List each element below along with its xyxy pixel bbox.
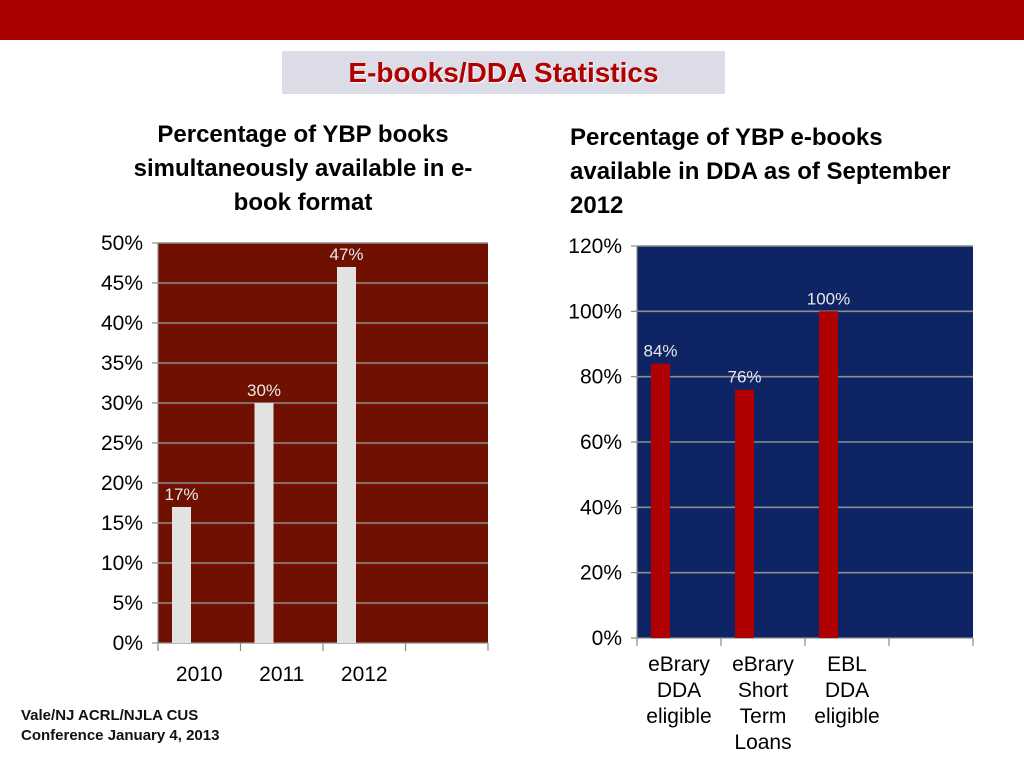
chart2-y-tick-label: 60% (580, 431, 622, 454)
chart2-x-tick-label: eBrary (732, 653, 794, 676)
chart2-x-tick-label: Loans (734, 731, 791, 754)
chart1-x-tick-label: 2012 (341, 663, 388, 686)
page-title: E-books/DDA Statistics (348, 57, 659, 88)
chart2-data-label: 76% (727, 368, 761, 387)
chart1-y-tick-label: 40% (101, 312, 143, 335)
chart1-y-tick-label: 50% (101, 232, 143, 255)
chart2-bar (735, 389, 754, 638)
chart2-data-label: 100% (807, 289, 850, 308)
title-box: E-books/DDA Statistics (282, 51, 725, 94)
chart2-y-tick-label: 80% (580, 366, 622, 389)
chart2-bar (819, 311, 838, 638)
chart2-x-tick-label: Short (738, 679, 788, 702)
chart2-y-tick-label: 20% (580, 562, 622, 585)
chart1-bar (254, 403, 274, 643)
chart1-x-tick-label: 2010 (176, 663, 223, 686)
chart1-y-tick-label: 35% (101, 352, 143, 375)
chart1-bar (172, 507, 191, 643)
chart1-data-label: 17% (164, 485, 198, 504)
chart1-y-tick-label: 15% (101, 512, 143, 535)
top-banner (0, 0, 1024, 40)
footer-line-1: Vale/NJ ACRL/NJLA CUS (21, 707, 199, 724)
chart2-bar (651, 363, 670, 638)
chart2-x-tick-label: eBrary (648, 653, 710, 676)
chart2-x-tick-label: eligible (814, 705, 879, 728)
chart1-data-label: 47% (329, 245, 363, 264)
chart2-y-tick-label: 0% (592, 627, 622, 650)
chart1-title: Percentage of YBP books simultaneously a… (133, 121, 473, 216)
chart1-x-tick-label: 2011 (259, 663, 304, 686)
chart2-y-tick-label: 40% (580, 496, 622, 519)
chart2-x-tick-label: eligible (646, 705, 711, 728)
chart1-y-tick-label: 20% (101, 472, 143, 495)
chart1-data-label: 30% (247, 381, 281, 400)
chart2-y-tick-label: 120% (568, 235, 622, 258)
footer: Vale/NJ ACRL/NJLA CUS Conference January… (21, 706, 219, 746)
chart2-title: Percentage of YBP e-books available in D… (570, 124, 951, 219)
chart2-x-tick-label: Term (740, 705, 787, 728)
chart2-x-tick-label: DDA (825, 679, 869, 702)
chart1-y-tick-label: 5% (113, 592, 143, 615)
chart1-y-tick-label: 0% (113, 632, 143, 655)
chart1-y-tick-label: 30% (101, 392, 143, 415)
chart2-y-tick-label: 100% (568, 300, 622, 323)
chart1-y-tick-label: 25% (101, 432, 143, 455)
chart2-x-tick-label: DDA (657, 679, 701, 702)
chart1-bar (337, 267, 356, 643)
chart1-y-tick-label: 10% (101, 552, 143, 575)
chart1-y-tick-label: 45% (101, 272, 143, 295)
chart2-x-tick-label: EBL (827, 653, 867, 676)
chart2-data-label: 84% (643, 342, 677, 361)
footer-line-2: Conference January 4, 2013 (21, 727, 220, 744)
